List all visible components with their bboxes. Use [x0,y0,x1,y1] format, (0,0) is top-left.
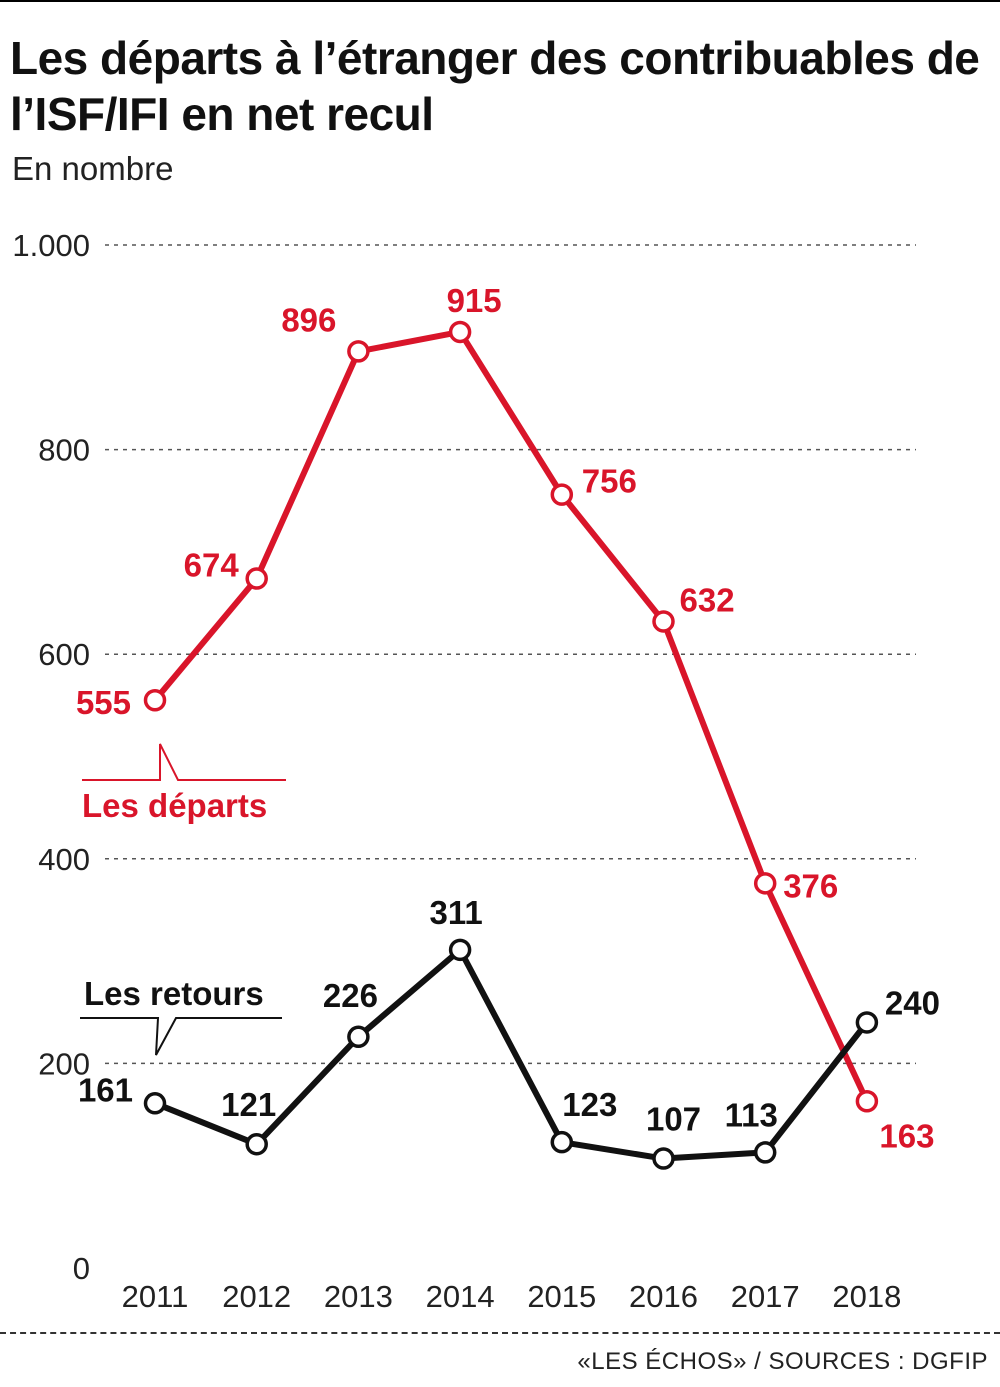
source-credit: «LES ÉCHOS» / SOURCES : DGFIP [577,1348,988,1375]
x-tick-label: 2015 [527,1279,596,1314]
x-axis-ticks: 2011 2012 2013 2014 2015 2016 2017 2018 [122,1279,902,1314]
value-label-retours: 121 [221,1086,276,1123]
x-tick-label: 2014 [426,1279,495,1314]
y-tick-label: 1.000 [12,228,90,263]
x-tick-label: 2017 [731,1279,800,1314]
value-label-retours: 226 [323,977,378,1014]
value-label-retours: 123 [562,1086,617,1123]
legend-label-retours: Les retours [84,975,264,1012]
series-line-departs [152,328,870,1105]
value-label-departs: 756 [582,463,637,500]
value-label-retours: 240 [885,984,940,1021]
value-label-departs: 674 [184,546,240,583]
value-label-retours: 107 [646,1101,701,1138]
series-layer [143,320,879,1170]
chart-title: Les départs à l’étranger des contribuabl… [10,32,980,140]
chart-subtitle: En nombre [12,150,174,187]
y-tick-label: 800 [38,433,90,468]
data-point-retours [143,1092,167,1115]
value-label-departs: 632 [680,581,735,618]
value-label-retours: 311 [429,894,482,931]
value-label-departs: 896 [281,301,336,338]
top-rule [0,0,1000,2]
y-tick-label: 0 [73,1251,90,1286]
data-point-retours [550,1130,574,1154]
data-point-departs [245,567,268,590]
value-labels: 555 674 896 915 756 632 376 163 161 121 226 311 123 1… [76,282,940,1154]
data-point-retours [652,1147,675,1170]
data-point-departs [347,340,370,363]
data-point-retours [855,1011,879,1034]
y-tick-label: 400 [38,842,90,877]
footer-rule [0,1332,1000,1334]
x-tick-label: 2012 [222,1279,291,1314]
legend-layer: Les départs Les retours [80,743,286,1056]
legend-pointer-departs [82,743,286,781]
data-point-retours [753,1141,777,1164]
x-tick-label: 2011 [122,1279,189,1314]
data-point-retours [347,1025,370,1049]
data-point-departs [652,610,675,633]
legend-pointer-retours [80,1017,282,1056]
y-tick-label: 200 [38,1046,90,1081]
data-point-departs [855,1090,879,1113]
data-point-departs [753,872,777,895]
x-tick-label: 2013 [324,1279,393,1314]
data-point-departs [448,320,472,344]
x-tick-label: 2016 [629,1279,698,1314]
data-point-departs [143,688,167,712]
series-line-retours [152,946,870,1162]
data-point-retours [448,938,472,962]
legend-label-departs: Les départs [82,787,267,824]
value-label-departs: 555 [76,684,131,721]
value-label-departs: 915 [447,282,502,319]
value-label-retours: 161 [78,1071,133,1108]
value-label-departs: 163 [879,1117,934,1154]
x-tick-label: 2018 [832,1279,901,1314]
data-point-retours [245,1132,268,1156]
value-label-retours: 113 [725,1096,778,1133]
value-label-departs: 376 [783,867,838,904]
y-axis-ticks: 0 200 400 600 800 1.000 [12,228,90,1286]
y-tick-label: 600 [38,637,90,672]
grid-layer [105,244,916,1065]
data-point-departs [550,483,574,506]
